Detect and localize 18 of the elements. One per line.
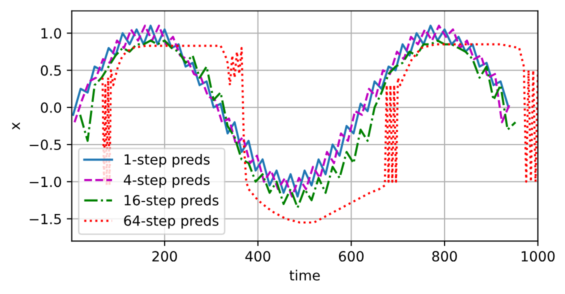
- y-tick-label: 0.0: [40, 102, 62, 113]
- x-tick-label: 600: [338, 251, 364, 262]
- y-tick-label: −0.5: [30, 140, 61, 150]
- line-series: [79, 40, 517, 209]
- y-tick-label: −1.5: [30, 214, 61, 224]
- y-axis-title: x: [12, 122, 20, 130]
- x-axis-title: time: [290, 270, 320, 281]
- x-tick-label: 800: [432, 251, 457, 262]
- legend-label: 4-step preds: [124, 174, 210, 188]
- y-tick-label: 0.5: [40, 65, 61, 76]
- legend-label: 16-step preds: [124, 194, 218, 208]
- legend-label: 64-step preds: [124, 215, 218, 229]
- y-tick-label: 1.0: [41, 28, 62, 39]
- legend-label: 1-step preds: [124, 154, 210, 168]
- x-tick-label: 400: [245, 251, 270, 262]
- x-tick-label: 1000: [522, 251, 555, 262]
- x-tick-label: 200: [152, 251, 177, 262]
- y-tick-label: −1.0: [30, 176, 62, 188]
